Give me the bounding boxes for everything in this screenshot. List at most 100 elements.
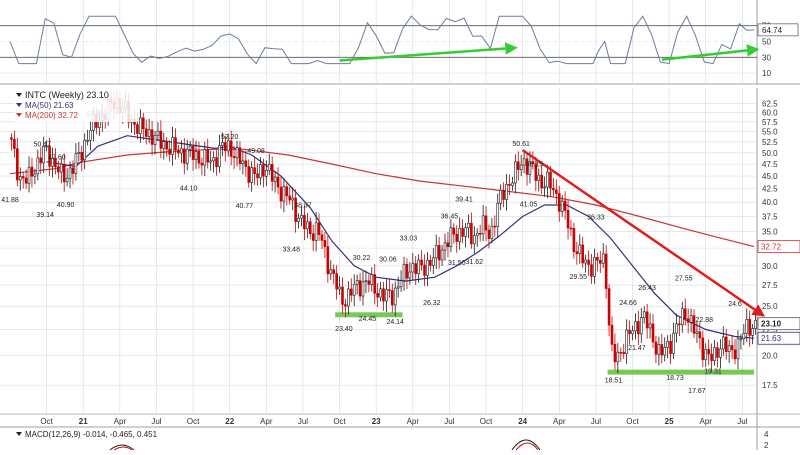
dropdown-triangle-icon[interactable] [16, 432, 22, 436]
time-tick-label: Oct [480, 417, 493, 426]
candle-body [144, 128, 148, 137]
candle-body [156, 130, 160, 136]
candle-body [519, 164, 523, 170]
candle-body [414, 263, 418, 274]
candle-body [496, 202, 500, 228]
candle-body [39, 157, 43, 164]
rsi-divergence-arrow [339, 42, 518, 62]
candle-body [364, 280, 368, 283]
candle-body [218, 145, 221, 168]
candle-body [253, 167, 256, 174]
candle-body [13, 139, 16, 149]
candle-body [238, 147, 242, 164]
candle-body [153, 135, 157, 145]
candle-body [610, 324, 614, 345]
candle-body [727, 345, 731, 352]
candle-body [616, 351, 620, 363]
candle-body [209, 160, 212, 163]
candle-body [560, 200, 564, 212]
candle-body [639, 317, 643, 335]
candle-body [262, 164, 265, 177]
candle-body [30, 166, 34, 177]
candle-body [733, 349, 737, 360]
price-annotation: 31.50 [448, 260, 466, 267]
candle-body [136, 124, 139, 134]
candle-body [631, 330, 634, 335]
candle-body [707, 349, 710, 355]
candle-body [259, 164, 262, 179]
price-tick-label: 37.5 [762, 212, 778, 221]
candle-body [654, 341, 658, 355]
price-annotation: 26.43 [638, 285, 656, 292]
candle-body [473, 235, 476, 245]
candle-body [575, 251, 579, 254]
candle-body [306, 221, 309, 230]
price-annotation: 52.20 [221, 134, 239, 141]
candle-body [672, 332, 675, 354]
dropdown-triangle-icon[interactable] [16, 93, 22, 117]
price-annotation: 18.73 [666, 375, 684, 382]
time-tick-label: Oct [40, 417, 53, 426]
candle-body [311, 233, 315, 241]
candle-body [332, 269, 336, 274]
candle-body [578, 244, 582, 254]
candle-body [65, 177, 69, 183]
time-tick-label: 24 [518, 417, 527, 426]
candle-body [162, 141, 166, 149]
candle-body [549, 171, 552, 189]
price-annotation: 39.41 [455, 196, 473, 203]
candle-body [648, 323, 652, 329]
candle-body [141, 117, 145, 130]
ma50-value-badge-box [757, 331, 800, 345]
candle-body [689, 315, 693, 323]
price-tick-label: 62.5 [762, 99, 778, 108]
candle-body [276, 176, 280, 188]
candle-body [344, 304, 347, 307]
candle-body [226, 140, 230, 152]
candle-body [531, 161, 535, 165]
candle-body [566, 210, 570, 229]
price-annotation: 27.55 [675, 276, 693, 283]
candle-body [502, 189, 505, 200]
candle-body [666, 341, 669, 348]
support-band [607, 369, 755, 375]
candle-body [546, 171, 549, 188]
candle-body [748, 319, 751, 336]
candle-body [598, 259, 602, 264]
candle-body [16, 148, 19, 181]
candle-body [68, 167, 72, 179]
candle-body [452, 227, 456, 235]
rsi-divergence-arrow [661, 44, 760, 61]
candle-body [62, 163, 66, 183]
candle-body [291, 197, 294, 201]
candle-body [525, 158, 529, 175]
candle-body [490, 225, 494, 239]
candle-body [584, 259, 587, 264]
candle-body [168, 148, 171, 155]
resistance-trendline [521, 149, 766, 317]
candle-body [338, 286, 341, 290]
candle-body [437, 245, 441, 261]
candle-body [669, 341, 672, 354]
candle-body [722, 336, 725, 350]
candle-body [739, 338, 743, 341]
price-tick-label: 35.0 [762, 228, 778, 237]
candle-body [241, 160, 245, 164]
time-tick-label: Jul [737, 417, 747, 426]
candle-body [607, 288, 611, 326]
price-tick-label: 52.5 [762, 138, 778, 147]
price-annotation: 40.77 [236, 203, 254, 210]
legend-ma200: MA(200) 32.72 [25, 111, 78, 120]
candle-body [552, 187, 555, 191]
rsi-value-badge [757, 23, 799, 37]
price-annotation: 46.15 [526, 162, 544, 169]
rsi-tick-label: 10 [762, 69, 771, 78]
time-tick-label: Apr [407, 417, 420, 426]
candle-body [534, 163, 538, 181]
candle-body [493, 225, 497, 228]
candle-body [285, 186, 289, 197]
candle-body [320, 234, 324, 241]
price-annotation: 44.10 [180, 186, 198, 193]
candle-body [18, 176, 22, 181]
candle-body [596, 257, 599, 261]
